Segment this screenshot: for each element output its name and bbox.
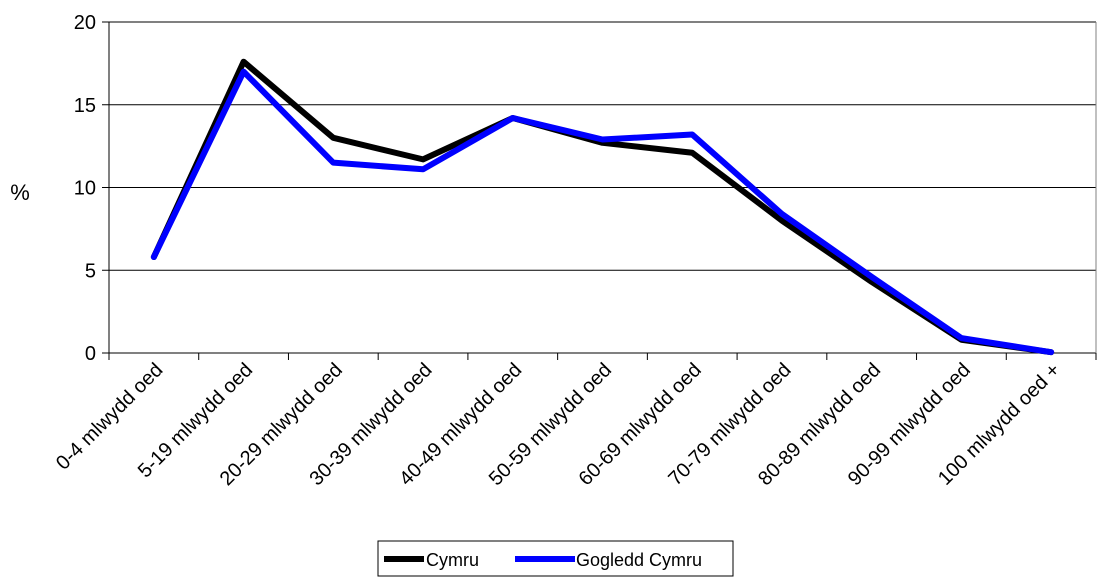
legend-label: Cymru [426,550,479,570]
legend-label: Gogledd Cymru [576,550,702,570]
legend: Cymru Gogledd Cymru [377,540,734,577]
y-axis-label: % [10,180,30,205]
y-tick-labels: 0 5 10 15 20 [74,12,96,365]
y-tick-label: 15 [74,95,96,117]
series-lines [150,58,1055,356]
y-tick-label: 20 [74,12,96,34]
axes [108,22,1097,360]
y-tick-label: 0 [85,343,96,365]
series-line-1 [150,68,1055,356]
y-tick-label: 10 [74,178,96,200]
series-line-0 [150,58,1055,356]
y-tick-label: 5 [85,260,96,282]
